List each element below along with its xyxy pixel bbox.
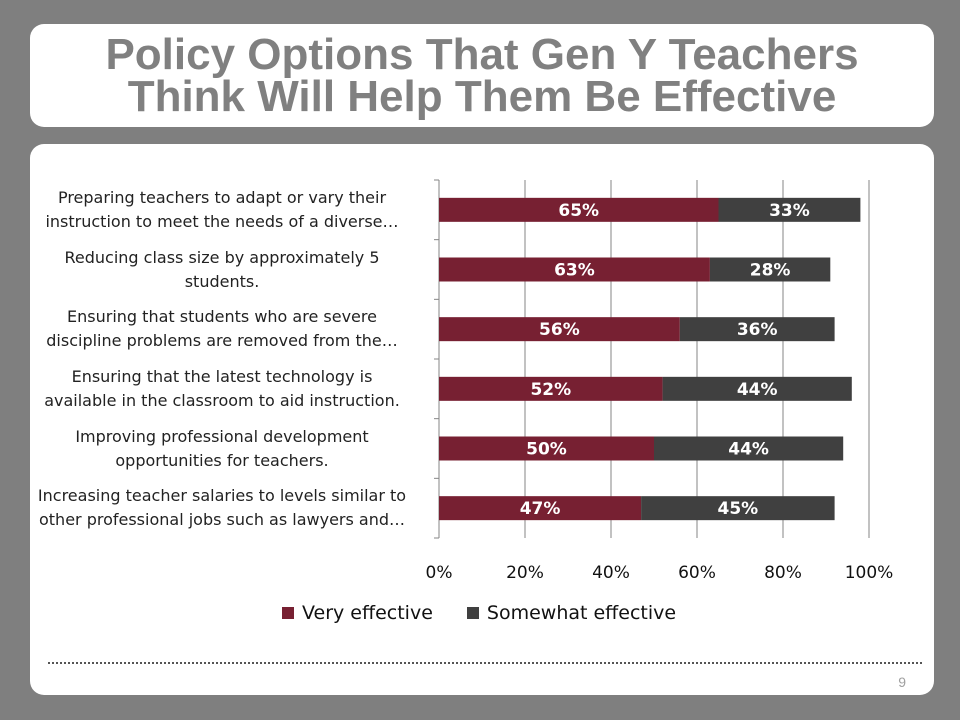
x-tick-label: 80% [764,563,802,583]
category-label-line: students. [184,271,260,291]
category-label-line: instruction to meet the needs of a diver… [45,211,399,231]
x-tick-label: 60% [678,563,716,583]
bar-data-label: 44% [737,380,778,400]
x-tick-label: 20% [506,563,544,583]
category-label: Ensuring that the latest technology is av… [12,365,432,413]
bar-very-effective [439,317,680,342]
bar-very-effective [439,197,719,222]
category-label-line: opportunities for teachers. [115,450,329,470]
legend: Very effective Somewhat effective [282,602,676,624]
category-label: Reducing class size by approximately 5 st… [12,246,432,294]
category-label: Increasing teacher salaries to levels si… [12,484,432,532]
bar-somewhat-effective [641,496,835,521]
bar-very-effective [439,257,710,282]
page-number: 9 [898,674,906,690]
category-label: Improving professional development opport… [12,425,432,473]
legend-label-very-effective: Very effective [302,602,433,624]
bar-data-label: 50% [526,440,567,460]
bar-data-label: 36% [737,320,778,340]
bar-data-label: 65% [558,201,599,221]
bar-data-label: 47% [520,499,561,519]
legend-swatch-very-effective [282,607,294,619]
category-label-line: discipline problems are removed from the… [46,331,398,351]
legend-swatch-somewhat-effective [466,607,479,619]
chart-panel: 0% 20% 40% 60% 80% 100% 65% 33% 63% 28% 56% 36% 52% 4… [30,144,934,695]
bar-data-label: 63% [554,261,595,281]
x-tick-label: 0% [426,563,453,583]
bar-very-effective [439,376,663,401]
bar-somewhat-effective [654,436,844,461]
slide-title-line-1: Policy Options That Gen Y Teachers [105,29,859,79]
slide-title: Policy Options That Gen Y Teachers Think… [105,29,859,121]
x-tick-label: 40% [592,563,630,583]
category-label: Ensuring that students who are severe dis… [12,305,432,353]
slide-title-line-2: Think Will Help Them Be Effective [127,71,837,121]
category-label-line: other professional jobs such as lawyers … [38,510,406,530]
legend-item-very-effective: Very effective [282,602,433,624]
legend-item-somewhat-effective: Somewhat effective [466,602,677,624]
legend-label-somewhat-effective: Somewhat effective [486,602,677,624]
bar-somewhat-effective [679,317,835,342]
category-label-line: Ensuring that students who are severe [67,307,377,327]
footer-divider [48,662,922,664]
bar-somewhat-effective [662,376,852,401]
category-label: Preparing teachers to adapt or vary thei… [12,186,432,234]
category-label-line: Improving professional development [75,426,369,446]
title-box: Policy Options That Gen Y Teachers Think… [30,24,934,127]
bar-data-label: 45% [717,499,758,519]
category-label-line: Preparing teachers to adapt or vary thei… [57,187,387,207]
bar-chart: 0% 20% 40% 60% 80% 100% 65% 33% 63% 28% 56% 36% 52% 4… [426,179,894,583]
category-label-line: Increasing teacher salaries to levels si… [37,486,407,506]
category-label-line: available in the classroom to aid instru… [44,390,400,410]
bar-somewhat-effective [709,257,831,282]
category-label-line: Reducing class size by approximately 5 [64,247,380,267]
bar-data-label: 28% [750,261,791,281]
bar-very-effective [439,496,642,521]
bar-somewhat-effective [718,197,861,222]
bar-data-label: 52% [530,380,571,400]
bar-data-label: 56% [539,320,580,340]
bar-very-effective [439,436,654,461]
bar-data-label: 33% [769,201,810,221]
category-label-line: Ensuring that the latest technology is [71,366,373,386]
x-tick-label: 100% [845,563,894,583]
bar-data-label: 44% [728,440,769,460]
